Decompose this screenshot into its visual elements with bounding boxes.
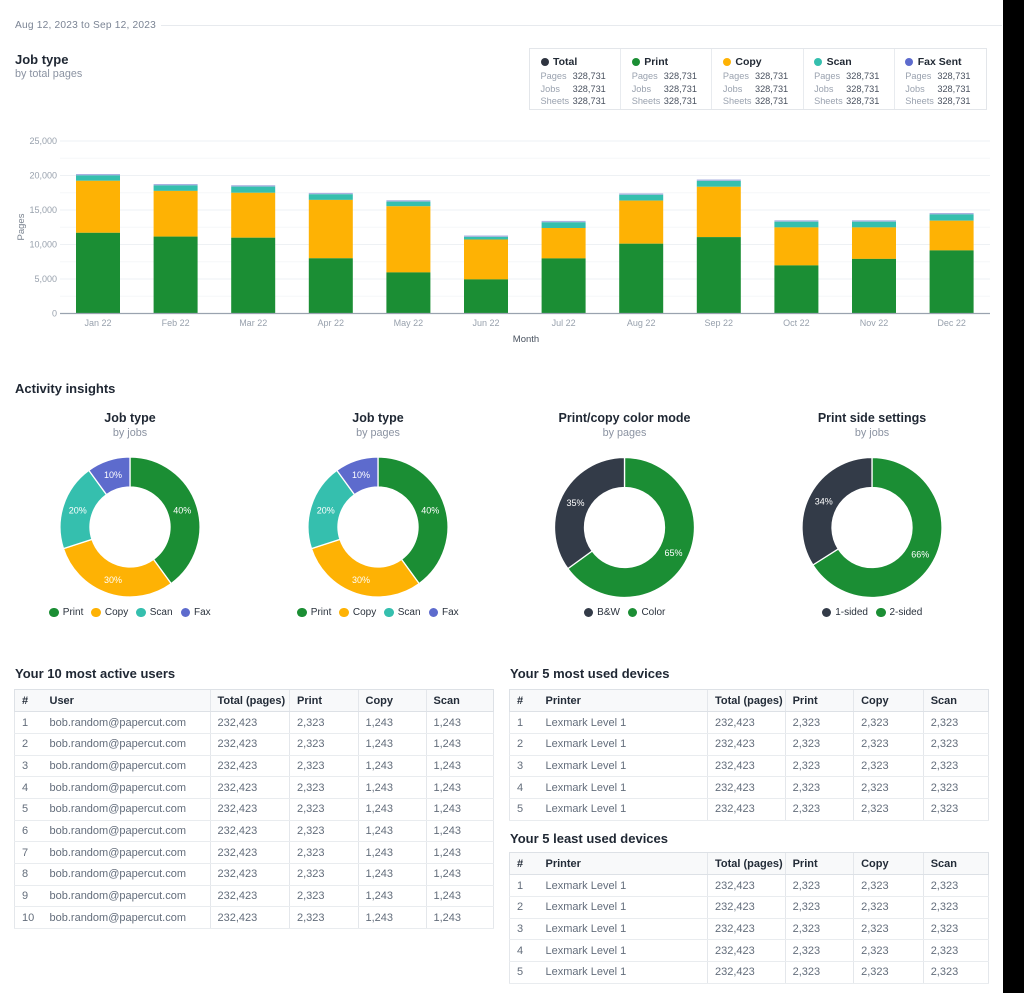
svg-text:40%: 40%: [173, 506, 191, 516]
svg-text:Jul 22: Jul 22: [552, 318, 576, 328]
svg-text:25,000: 25,000: [29, 136, 57, 146]
svg-text:35%: 35%: [566, 498, 584, 508]
svg-text:Month: Month: [513, 334, 539, 345]
svg-text:Pages: Pages: [16, 213, 27, 240]
svg-text:Oct 22: Oct 22: [783, 318, 810, 328]
svg-text:0: 0: [52, 309, 57, 319]
svg-text:15,000: 15,000: [29, 205, 57, 215]
svg-text:66%: 66%: [911, 550, 929, 560]
svg-text:10%: 10%: [352, 470, 370, 480]
svg-text:Apr 22: Apr 22: [318, 318, 345, 328]
svg-text:20,000: 20,000: [29, 171, 57, 181]
svg-text:Aug 22: Aug 22: [627, 318, 656, 328]
svg-text:20%: 20%: [317, 506, 335, 516]
svg-text:May 22: May 22: [394, 318, 424, 328]
svg-text:Feb 22: Feb 22: [162, 318, 190, 328]
svg-text:Mar 22: Mar 22: [239, 318, 267, 328]
svg-text:10%: 10%: [104, 470, 122, 480]
svg-text:Sep 22: Sep 22: [705, 318, 734, 328]
svg-text:Nov 22: Nov 22: [860, 318, 889, 328]
svg-text:40%: 40%: [421, 506, 439, 516]
svg-text:30%: 30%: [104, 575, 122, 585]
svg-text:5,000: 5,000: [34, 274, 57, 284]
svg-text:34%: 34%: [815, 497, 833, 507]
svg-text:65%: 65%: [664, 548, 682, 558]
svg-text:Jun 22: Jun 22: [472, 318, 499, 328]
svg-text:30%: 30%: [352, 575, 370, 585]
svg-text:10,000: 10,000: [29, 240, 57, 250]
svg-text:Dec 22: Dec 22: [937, 318, 966, 328]
svg-text:20%: 20%: [69, 506, 87, 516]
svg-text:Jan 22: Jan 22: [84, 318, 111, 328]
